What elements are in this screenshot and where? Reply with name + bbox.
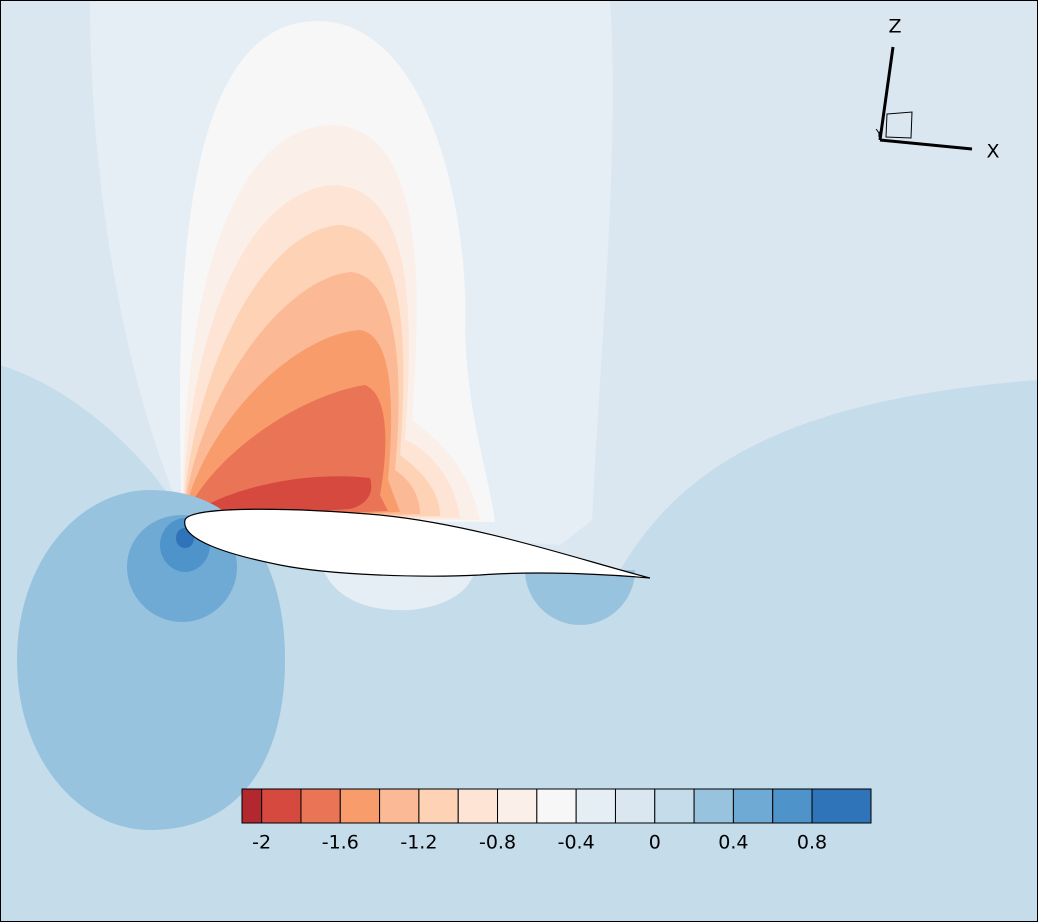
colorbar-tick-label: -1.2 [400,832,437,854]
colorbar: -2 -1.6 -1.2 -0.8 -0.4 0 0.4 0.8 [241,788,872,854]
colorbar-tick-label: 0.4 [718,832,748,854]
colorbar-band [497,788,538,824]
colorbar-band [241,788,263,824]
colorbar-tick-label: 0.8 [797,832,827,854]
colorbar-tick-label: -1.6 [322,832,359,854]
colorbar-band [732,788,774,824]
colorbar-tick-label: -2 [252,832,271,854]
colorbar-band [418,788,459,824]
colorbar-tick-label: -0.8 [479,832,516,854]
triad-x-axis [879,138,973,151]
colorbar-band [339,788,381,824]
colorbar-band [693,788,734,824]
colorbar-band [614,788,656,824]
contour-band [0,365,1038,922]
triad-z-axis [878,46,895,141]
colorbar-band [379,788,420,824]
colorbar-band [772,788,813,824]
airfoil [184,508,651,579]
colorbar-band [654,788,695,824]
colorbar-tick-label: 0 [649,832,661,854]
contour-band [183,476,372,520]
colorbar-band [457,788,499,824]
triad-z-label: Z [888,16,901,38]
colorbar-band [575,788,616,824]
triad-y-label: Y [875,127,883,140]
colorbar-band [261,788,302,824]
triad-x-label: X [986,141,999,163]
triad-box [885,111,913,139]
colorbar-tick-label: -0.4 [558,832,595,854]
axes-triad: Z X Y [875,16,1000,163]
colorbar-band [536,788,577,824]
colorbar-band [811,788,872,824]
contour-band [525,570,635,625]
colorbar-band [300,788,341,824]
